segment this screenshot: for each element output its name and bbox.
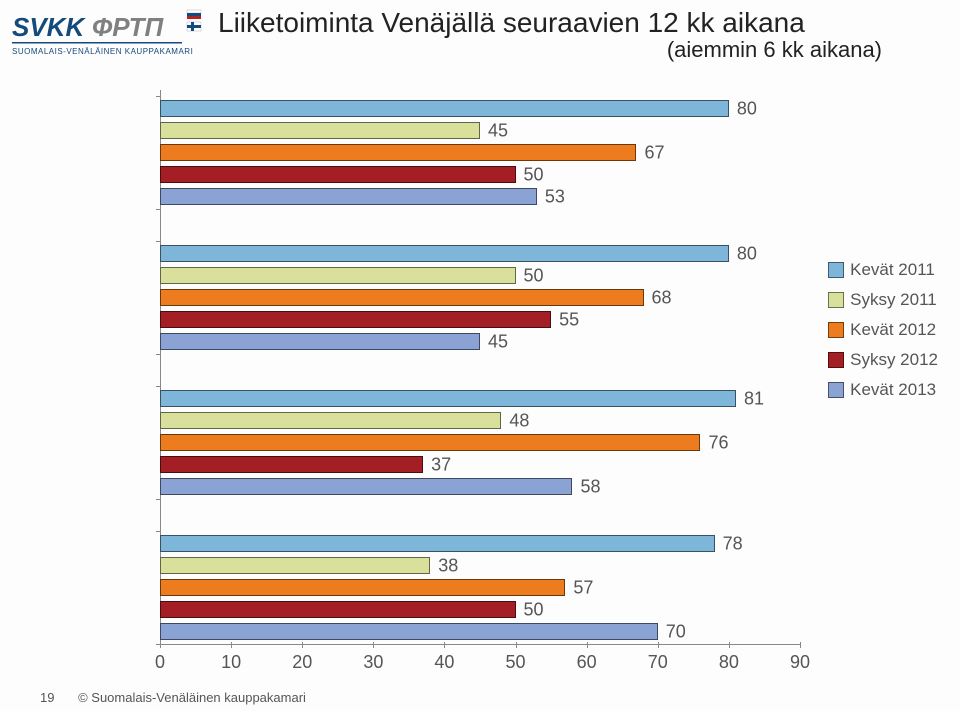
bar	[160, 333, 480, 350]
logo-cyr: ФРТП	[92, 12, 165, 42]
bar-value-label: 50	[524, 265, 544, 286]
bar	[160, 311, 551, 328]
x-tick	[302, 642, 303, 648]
legend-swatch	[828, 262, 844, 278]
bar-value-label: 70	[666, 621, 686, 642]
y-tick	[156, 96, 160, 97]
legend-label: Syksy 2011	[850, 290, 937, 310]
bar-value-label: 45	[488, 331, 508, 352]
legend-swatch	[828, 292, 844, 308]
y-tick	[156, 241, 160, 242]
legend-label: Kevät 2011	[850, 260, 935, 280]
logo-subtitle: SUOMALAIS-VENÄLÄINEN KAUPPAKAMARI	[12, 47, 193, 56]
x-tick-label: 50	[506, 652, 526, 673]
legend-item: Kevät 2013	[828, 380, 938, 400]
y-tick	[156, 499, 160, 500]
x-tick	[516, 642, 517, 648]
x-tick-label: 20	[292, 652, 312, 673]
x-tick	[444, 642, 445, 648]
bar	[160, 267, 516, 284]
bar-value-label: 37	[431, 454, 451, 475]
x-tick-label: 70	[648, 652, 668, 673]
x-tick-label: 90	[790, 652, 810, 673]
x-tick-label: 30	[363, 652, 383, 673]
bar-value-label: 80	[737, 243, 757, 264]
bar-value-label: 57	[573, 577, 593, 598]
bar	[160, 166, 516, 183]
legend-item: Kevät 2012	[828, 320, 938, 340]
bar	[160, 434, 700, 451]
y-tick	[156, 386, 160, 387]
bar	[160, 390, 736, 407]
legend-item: Syksy 2012	[828, 350, 938, 370]
bar	[160, 245, 729, 262]
bar-value-label: 55	[559, 309, 579, 330]
y-tick	[156, 644, 160, 645]
chart-subtitle: (aiemmin 6 kk aikana)	[218, 37, 942, 63]
x-tick	[160, 642, 161, 648]
bar-value-label: 50	[524, 164, 544, 185]
legend-label: Kevät 2013	[850, 380, 936, 400]
bar	[160, 289, 644, 306]
legend-item: Syksy 2011	[828, 290, 938, 310]
brand-logo: SVKK ФРТП SUOMALAIS-VENÄLÄINEN KAUPPAKAM…	[12, 8, 207, 68]
footer-copyright: © Suomalais-Venäläinen kauppakamari	[78, 690, 306, 705]
bar-value-label: 50	[524, 599, 544, 620]
bar-value-label: 68	[652, 287, 672, 308]
bar-value-label: 78	[723, 533, 743, 554]
x-tick-label: 60	[577, 652, 597, 673]
bar-chart: Kevät 2011 Syksy 2011 Kevät 2012 Syksy 2012…	[10, 80, 950, 660]
bar-value-label: 48	[509, 410, 529, 431]
bar-value-label: 53	[545, 186, 565, 207]
bar	[160, 100, 729, 117]
x-tick-label: 0	[155, 652, 165, 673]
x-tick	[373, 642, 374, 648]
bar	[160, 478, 572, 495]
x-tick	[658, 642, 659, 648]
bar	[160, 144, 636, 161]
x-tick-label: 40	[434, 652, 454, 673]
x-tick	[587, 642, 588, 648]
bar	[160, 557, 430, 574]
bar	[160, 535, 715, 552]
bar-value-label: 80	[737, 98, 757, 119]
x-tick	[231, 642, 232, 648]
bar	[160, 122, 480, 139]
y-tick	[156, 354, 160, 355]
legend: Kevät 2011 Syksy 2011 Kevät 2012 Syksy 2012…	[828, 260, 938, 410]
legend-swatch	[828, 322, 844, 338]
chart-title: Liiketoiminta Venäjällä seuraavien 12 kk…	[218, 8, 942, 37]
legend-swatch	[828, 352, 844, 368]
legend-label: Kevät 2012	[850, 320, 936, 340]
y-tick	[156, 209, 160, 210]
x-tick-label: 80	[719, 652, 739, 673]
bar-value-label: 81	[744, 388, 764, 409]
logo-svkk: SVKK	[12, 12, 86, 42]
page-number: 19	[40, 690, 54, 705]
x-tick-label: 10	[221, 652, 241, 673]
bar	[160, 623, 658, 640]
bar	[160, 412, 501, 429]
bar	[160, 579, 565, 596]
bar-value-label: 67	[644, 142, 664, 163]
bar-value-label: 45	[488, 120, 508, 141]
legend-swatch	[828, 382, 844, 398]
bar	[160, 188, 537, 205]
y-tick	[156, 531, 160, 532]
x-tick	[729, 642, 730, 648]
legend-item: Kevät 2011	[828, 260, 938, 280]
bar	[160, 601, 516, 618]
bar-value-label: 76	[708, 432, 728, 453]
bar-value-label: 38	[438, 555, 458, 576]
bar-value-label: 58	[580, 476, 600, 497]
x-tick	[800, 642, 801, 648]
legend-label: Syksy 2012	[850, 350, 938, 370]
bar	[160, 456, 423, 473]
